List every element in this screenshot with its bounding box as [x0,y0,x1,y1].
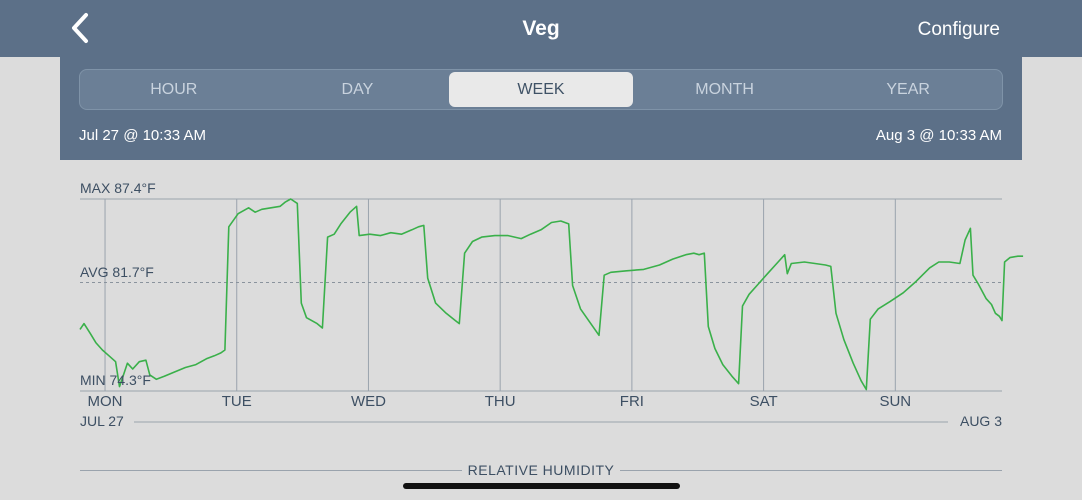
day-tick-label: SAT [750,393,778,410]
range-end-label: Aug 3 @ 10:33 AM [875,127,1002,144]
day-tick-label: MON [88,393,123,410]
tab-week[interactable]: WEEK [449,72,633,107]
chevron-left-icon[interactable] [64,11,98,45]
day-tick-label: SUN [879,393,911,410]
page-title: Veg [522,17,560,40]
tab-month[interactable]: MONTH [695,80,754,98]
range-start-label: Jul 27 @ 10:33 AM [79,127,206,144]
tab-day[interactable]: DAY [341,80,374,98]
tab-hour[interactable]: HOUR [150,80,198,98]
min-label: MIN 74.3°F [80,372,151,388]
home-indicator [403,483,680,489]
day-tick-label: FRI [620,393,644,410]
humidity-section-title: RELATIVE HUMIDITY [461,462,621,478]
day-tick-label: WED [351,393,386,410]
range-panel: HOUR DAY WEEK MONTH YEAR Jul 27 @ 10:33 … [60,57,1022,160]
nav-bar: Veg Configure [0,0,1082,57]
x-start-label: JUL 27 [80,413,124,429]
avg-label: AVG 81.7°F [80,264,154,280]
max-label: MAX 87.4°F [80,180,156,196]
series-line [79,198,1024,391]
configure-button[interactable]: Configure [917,19,1000,40]
day-tick-label: TUE [222,393,252,410]
temperature-chart: MAX 87.4°F AVG 81.7°F MIN 74.3°F MON TUE W… [79,180,1024,429]
timescale-segmented-control: HOUR DAY WEEK MONTH YEAR [79,69,1003,110]
day-tick-label: THU [485,393,516,410]
tab-year[interactable]: YEAR [886,80,930,98]
x-end-label: AUG 3 [960,413,1002,429]
